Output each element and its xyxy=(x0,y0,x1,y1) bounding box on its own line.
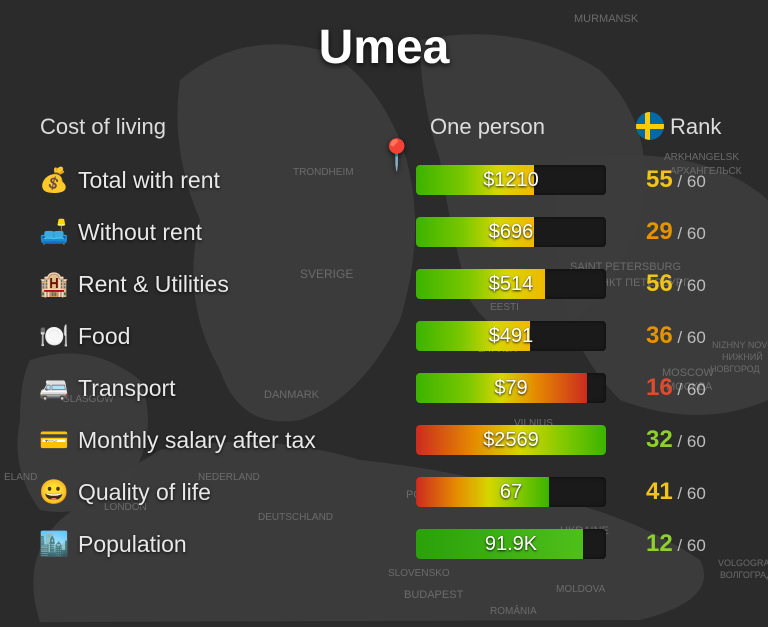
header-rank: Rank xyxy=(670,114,721,140)
metric-row: 🚐 Transport $79 16 / 60 xyxy=(0,362,768,414)
rank-of: / 60 xyxy=(673,276,706,295)
metric-rank: 56 / 60 xyxy=(646,270,756,298)
svg-text:ВОЛГОГРАД: ВОЛГОГРАД xyxy=(720,570,768,580)
metric-label: Transport xyxy=(78,375,176,402)
svg-text:MOLDOVA: MOLDOVA xyxy=(556,584,606,595)
rank-of: / 60 xyxy=(673,328,706,347)
metric-icon: 🛋️ xyxy=(38,218,70,247)
rank-number: 56 xyxy=(646,270,673,297)
rank-number: 16 xyxy=(646,374,673,401)
metric-rank: 55 / 60 xyxy=(646,166,756,194)
rank-of: / 60 xyxy=(673,536,706,555)
metric-label: Population xyxy=(78,531,187,558)
metric-row: 🏙️ Population 91.9K 12 / 60 xyxy=(0,518,768,570)
rank-of: / 60 xyxy=(673,172,706,191)
metric-label: Without rent xyxy=(78,219,202,246)
metric-value: 91.9K xyxy=(418,529,604,559)
metric-value: $2569 xyxy=(418,425,604,455)
metric-value: $1210 xyxy=(418,165,604,195)
header-one-person: One person xyxy=(430,114,545,140)
metric-icon: 🚐 xyxy=(38,374,70,403)
metric-rank: 16 / 60 xyxy=(646,374,756,402)
metric-value: $491 xyxy=(418,321,604,351)
rank-number: 12 xyxy=(646,530,673,557)
rank-number: 41 xyxy=(646,478,673,505)
metric-value: 67 xyxy=(418,477,604,507)
metric-value: $79 xyxy=(418,373,604,403)
metric-icon: 🏨 xyxy=(38,270,70,299)
metric-rank: 29 / 60 xyxy=(646,218,756,246)
metric-label: Food xyxy=(78,323,130,350)
metric-rank: 12 / 60 xyxy=(646,530,756,558)
metric-rank: 41 / 60 xyxy=(646,478,756,506)
metric-label: Total with rent xyxy=(78,167,220,194)
rank-number: 36 xyxy=(646,322,673,349)
metric-icon: 🍽️ xyxy=(38,322,70,351)
metric-row: 💳 Monthly salary after tax $2569 32 / 60 xyxy=(0,414,768,466)
metric-label: Monthly salary after tax xyxy=(78,427,316,454)
metric-rank: 36 / 60 xyxy=(646,322,756,350)
metric-label: Rent & Utilities xyxy=(78,271,229,298)
rank-number: 55 xyxy=(646,166,673,193)
rank-of: / 60 xyxy=(673,380,706,399)
city-title: Umea xyxy=(0,20,768,75)
metric-row: 🏨 Rent & Utilities $514 56 / 60 xyxy=(0,258,768,310)
metric-icon: 💳 xyxy=(38,426,70,455)
header-cost-of-living: Cost of living xyxy=(40,114,166,140)
metric-icon: 🏙️ xyxy=(38,530,70,559)
metric-value: $696 xyxy=(418,217,604,247)
svg-text:ROMÂNIA: ROMÂNIA xyxy=(490,604,537,617)
metric-icon: 💰 xyxy=(38,166,70,195)
metric-row: 🍽️ Food $491 36 / 60 xyxy=(0,310,768,362)
metric-row: 💰 Total with rent $1210 55 / 60 xyxy=(0,154,768,206)
svg-text:BUDAPEST: BUDAPEST xyxy=(404,589,464,601)
metric-row: 🛋️ Without rent $696 29 / 60 xyxy=(0,206,768,258)
column-headers: Cost of living One person Rank xyxy=(0,114,768,144)
metric-icon: 😀 xyxy=(38,478,70,507)
rank-of: / 60 xyxy=(673,484,706,503)
rank-number: 29 xyxy=(646,218,673,245)
metric-row: 😀 Quality of life 67 41 / 60 xyxy=(0,466,768,518)
metric-value: $514 xyxy=(418,269,604,299)
rank-of: / 60 xyxy=(673,224,706,243)
metric-label: Quality of life xyxy=(78,479,211,506)
rank-number: 32 xyxy=(646,426,673,453)
metric-rank: 32 / 60 xyxy=(646,426,756,454)
rank-of: / 60 xyxy=(673,432,706,451)
metric-rows: 💰 Total with rent $1210 55 / 60 🛋️ Without re… xyxy=(0,154,768,570)
